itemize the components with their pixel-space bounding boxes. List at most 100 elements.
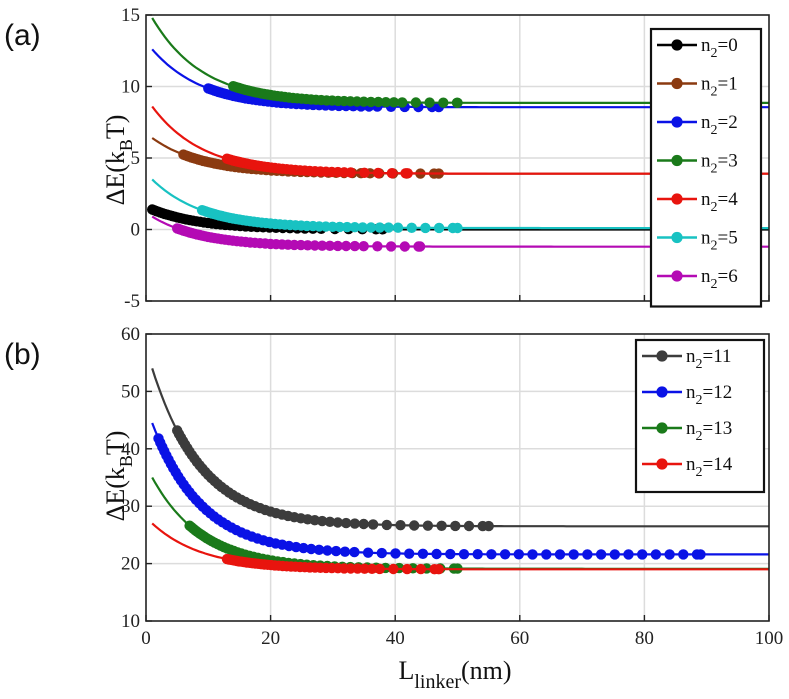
data-point [486,549,497,560]
legend-label-rest: =12 [703,382,733,403]
data-point [392,222,404,233]
data-point [458,549,470,560]
legend-label: n2=11 [686,346,732,372]
data-point [332,240,343,252]
data-point [388,97,400,108]
legend-label-rest: =2 [718,112,738,133]
data-point [359,563,370,574]
data-point [541,549,552,560]
legend-label: n2=0 [701,35,738,61]
legend-item: n2=2 [657,112,738,138]
data-point [406,222,417,233]
data-point [422,520,434,531]
legend-label-sub: 2 [711,46,718,61]
legend-label-main: n [686,454,696,475]
data-point [373,96,384,108]
data-point [365,96,377,108]
data-point [695,549,706,560]
data-point [452,97,463,109]
legend-label: n2=14 [686,454,733,480]
y-tick-label: 40 [121,439,140,460]
legend-label-sub: 2 [696,393,703,408]
legend-marker [671,231,683,244]
x-tick-label: 100 [755,628,784,649]
data-point [401,563,413,575]
data-point [330,545,342,557]
y-tick-label: 10 [121,611,140,632]
data-point [367,519,379,530]
data-point [359,167,370,178]
data-point [409,520,420,531]
data-point [402,168,413,179]
data-point [390,548,401,559]
legend-label-sub: 2 [696,465,703,480]
data-point [433,564,444,575]
data-point [623,549,634,560]
data-point [324,240,336,251]
legend-label-main: n [686,418,696,439]
legend-item: n2=4 [657,189,738,215]
data-point [358,241,369,252]
legend-label-rest: =5 [718,228,738,249]
data-point [436,520,447,531]
legend-label-sub: 2 [711,239,718,254]
data-point [372,167,384,179]
legend-label-sub: 2 [696,357,703,372]
data-point [678,549,689,560]
series-n2=14 [151,522,769,575]
y-axis-label-unit: T) [101,431,130,456]
data-point [399,241,410,252]
legend-box [649,27,763,308]
legend-label-main: n [686,382,696,403]
legend-item: n2=12 [642,382,732,408]
data-point [317,240,328,251]
data-point [438,97,449,108]
data-point [397,97,408,108]
legend-marker [671,270,683,282]
legend-label-main: n [701,35,711,56]
data-point [410,97,422,108]
legend-item: n2=14 [642,454,733,480]
legend-item: n2=0 [657,35,738,61]
legend-item: n2=5 [657,228,738,254]
legend-label-rest: =3 [718,151,738,172]
data-point [415,563,426,575]
legend-label-main: n [701,112,711,133]
legend-label: n2=4 [701,189,738,215]
y-axis-label-sub: B [116,455,136,467]
y-tick-label: -5 [124,291,140,312]
data-point [380,97,392,108]
data-point [306,543,317,555]
legend-label: n2=1 [701,74,738,100]
data-point [445,548,456,560]
data-point [341,221,353,233]
legend-label-rest: =13 [703,418,733,439]
data-point [374,563,385,575]
legend-marker [671,77,683,90]
data-point [349,240,360,252]
data-point [372,241,383,252]
data-point [381,519,392,531]
data-point [339,546,351,557]
legend-marker [656,386,668,398]
x-tick-label: 0 [141,628,151,649]
data-point [349,518,360,529]
y-axis-label-a: ΔE(kBT) [101,115,136,206]
data-point [322,545,333,556]
legend-marker [656,422,668,434]
legend-marker [671,39,683,51]
legend-label-rest: =6 [718,266,738,287]
data-point [463,520,475,532]
data-point [388,563,399,575]
data-point [376,547,387,559]
legend-label-sub: 2 [711,85,718,100]
y-tick-label: 20 [121,554,140,575]
data-point [366,563,378,574]
x-tick-label: 20 [261,628,280,649]
legend-label-rest: =14 [703,454,733,475]
data-point [324,516,336,527]
